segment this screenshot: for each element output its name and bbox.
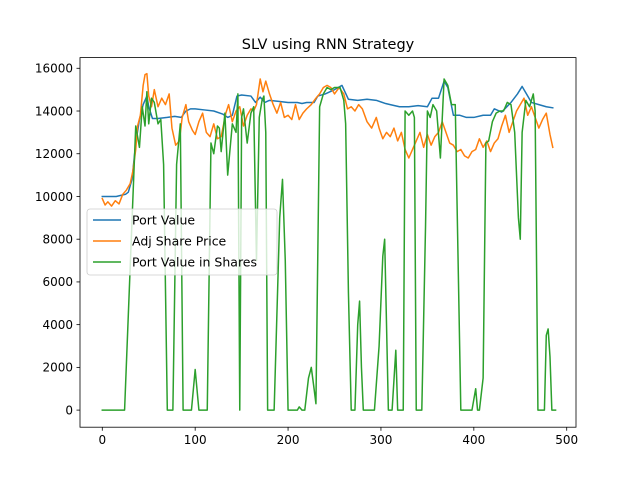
legend-label-1: Adj Share Price: [132, 234, 227, 249]
legend-label-2: Port Value in Shares: [132, 255, 257, 270]
ticks-layer: 0 100 200 300 400 500 0 2000 4000 6000 8000 10000 12…: [35, 62, 578, 448]
y-tick-label: 4000: [42, 318, 73, 332]
y-tick-label: 2000: [42, 361, 73, 375]
x-tick-label: 500: [555, 433, 578, 447]
legend: Port Value Adj Share Price Port Value in S…: [86, 208, 278, 276]
y-tick-label: 10000: [35, 190, 73, 204]
y-tick-label: 14000: [35, 104, 73, 118]
legend-label-0: Port Value: [132, 213, 195, 228]
y-tick-label: 16000: [35, 62, 73, 76]
legend-box: [86, 208, 278, 276]
x-tick-label: 400: [462, 433, 485, 447]
x-tick-label: 200: [277, 433, 300, 447]
y-tick-label: 0: [65, 403, 73, 417]
x-tick-label: 0: [98, 433, 106, 447]
series-line-1: [101, 72, 554, 207]
y-tick-label: 12000: [35, 147, 73, 161]
y-tick-label: 8000: [42, 232, 73, 246]
y-tick-label: 6000: [42, 275, 73, 289]
x-tick-label: 100: [184, 433, 207, 447]
series-line-2: [101, 78, 557, 411]
plot-frame: [79, 57, 577, 428]
series-line-0: [101, 80, 554, 198]
x-tick-label: 300: [369, 433, 392, 447]
chart-title: SLV using RNN Strategy: [242, 37, 415, 53]
series-layer: [101, 72, 557, 411]
